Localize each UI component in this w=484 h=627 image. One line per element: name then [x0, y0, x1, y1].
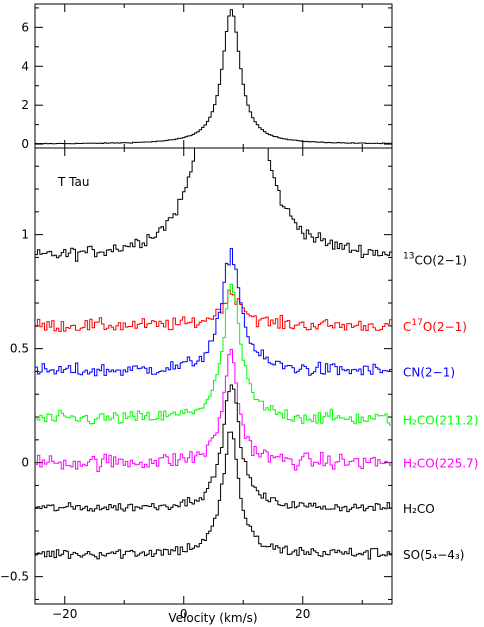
- bottom-y-tick-label: 1: [21, 228, 29, 242]
- spectrum-line-13co-2-1-: [35, 148, 392, 262]
- x-tick-label: −20: [52, 607, 77, 621]
- series-label: C17O(2−1): [403, 318, 467, 334]
- bottom-y-tick-label: −0.5: [0, 570, 29, 584]
- top-y-tick-label: 4: [21, 59, 29, 73]
- bottom-panel-frame: [34, 147, 393, 605]
- top-y-tick-label: 0: [21, 137, 29, 151]
- bottom-y-tick-label: 0: [21, 456, 29, 470]
- x-tick-label: 0: [180, 607, 188, 621]
- x-tick-label: 20: [295, 607, 310, 621]
- bottom-y-tick-label: 0.5: [10, 342, 29, 356]
- spectrum-line-h2co: [35, 384, 392, 513]
- spectrum-line-h2co-225-7-: [35, 348, 392, 472]
- top-y-tick-label: 6: [21, 20, 29, 34]
- spectrum-line-cn-2-1-: [35, 248, 392, 377]
- top-panel-ticks: 0 2 4 6: [21, 4, 392, 151]
- bottom-panel-ticks: −0.5 0 0.5 1 −20 0 20: [0, 148, 392, 621]
- series-label: H₂CO: [403, 502, 435, 516]
- top-panel-frame: [34, 3, 393, 149]
- series-label: 13CO(2−1): [403, 252, 467, 268]
- source-annotation: T Tau: [57, 175, 89, 189]
- series-label: CN(2−1): [403, 365, 455, 379]
- top-panel-trace: [35, 9, 392, 145]
- spectrum-line-c17o-2-1-: [35, 289, 392, 332]
- spectrum-line-so-54-43-: [35, 431, 392, 560]
- series-labels: 13CO(2−1) C17O(2−1) CN(2−1) H₂CO(211.2) H₂CO…: [403, 252, 478, 562]
- series-label: SO(5₄−4₃): [403, 548, 464, 562]
- top-spectrum-line: [35, 9, 392, 145]
- x-axis-title: Velocity (km/s): [168, 611, 257, 625]
- series-label: H₂CO(225.7): [403, 457, 478, 471]
- bottom-panel-traces: [35, 148, 392, 560]
- spectrum-line-h2co-211-2-: [35, 283, 392, 426]
- series-label: H₂CO(211.2): [403, 413, 478, 427]
- top-y-tick-label: 2: [21, 98, 29, 112]
